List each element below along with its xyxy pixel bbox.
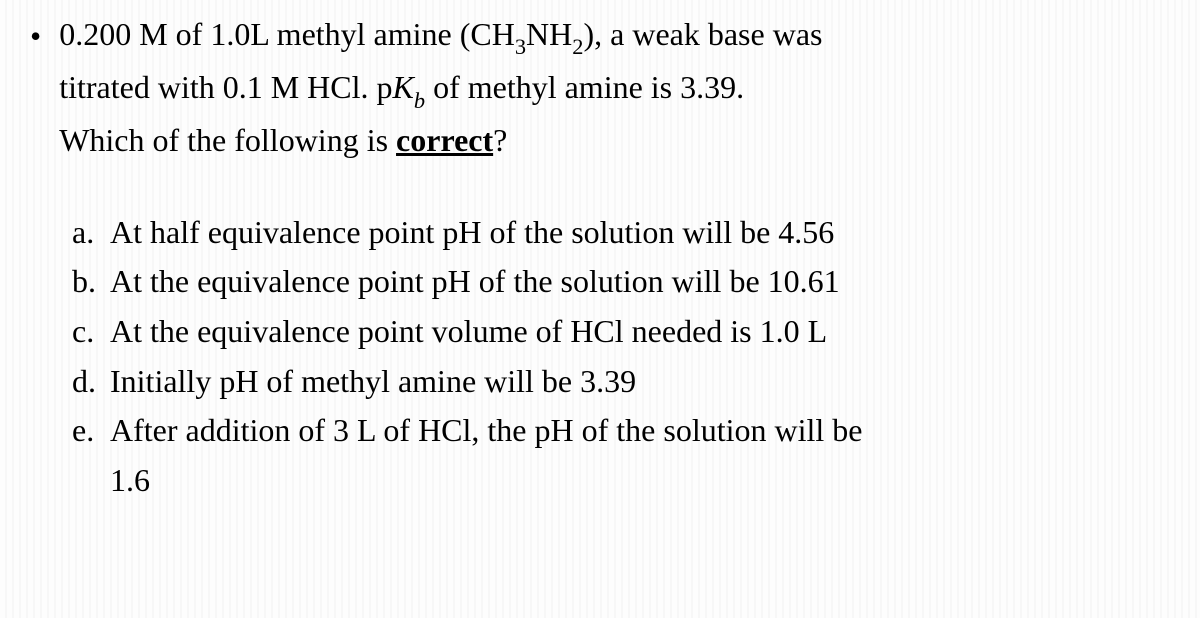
option-c-label: c. — [72, 307, 110, 357]
option-c: c. At the equivalence point volume of HC… — [72, 307, 1170, 357]
q-l1-sub2: 2 — [572, 34, 583, 59]
q-l3-correct: correct — [396, 122, 493, 158]
question-line-2: titrated with 0.1 M HCl. pKb of methyl a… — [59, 63, 1170, 116]
options-block: a. At half equivalence point pH of the s… — [72, 208, 1170, 506]
question-text: 0.200 M of 1.0L methyl amine (CH3NH2), a… — [59, 10, 1170, 166]
option-c-text: At the equivalence point volume of HCl n… — [110, 307, 1170, 357]
question-line-1: 0.200 M of 1.0L methyl amine (CH3NH2), a… — [59, 10, 1170, 63]
q-l2-k: K — [393, 69, 414, 105]
option-e-cont: 1.6 — [72, 456, 1170, 506]
bullet-marker: • — [30, 10, 59, 62]
q-l1-sub1: 3 — [515, 34, 526, 59]
option-a: a. At half equivalence point pH of the s… — [72, 208, 1170, 258]
q-l2-a: titrated with 0.1 M HCl. p — [59, 69, 392, 105]
option-e-label: e. — [72, 406, 110, 456]
option-a-text: At half equivalence point pH of the solu… — [110, 208, 1170, 258]
q-l2-ksub: b — [414, 88, 425, 113]
question-line-3: Which of the following is correct? — [59, 116, 1170, 166]
option-a-label: a. — [72, 208, 110, 258]
option-d: d. Initially pH of methyl amine will be … — [72, 357, 1170, 407]
q-l1-a: 0.200 M of 1.0L methyl amine (CH — [59, 16, 515, 52]
option-e: e. After addition of 3 L of HCl, the pH … — [72, 406, 1170, 456]
option-b-text: At the equivalence point pH of the solut… — [110, 257, 1170, 307]
q-l1-b: NH — [526, 16, 572, 52]
question-block: • 0.200 M of 1.0L methyl amine (CH3NH2),… — [30, 10, 1170, 166]
option-d-text: Initially pH of methyl amine will be 3.3… — [110, 357, 1170, 407]
q-l1-c: ), a weak base was — [583, 16, 822, 52]
option-e-text2: 1.6 — [110, 456, 1170, 506]
option-e-text1: After addition of 3 L of HCl, the pH of … — [110, 406, 1170, 456]
option-b-label: b. — [72, 257, 110, 307]
page-root: • 0.200 M of 1.0L methyl amine (CH3NH2),… — [0, 0, 1200, 515]
q-l3-a: Which of the following is — [59, 122, 396, 158]
q-l2-b: of methyl amine is 3.39. — [425, 69, 744, 105]
option-b: b. At the equivalence point pH of the so… — [72, 257, 1170, 307]
option-d-label: d. — [72, 357, 110, 407]
q-l3-b: ? — [493, 122, 507, 158]
